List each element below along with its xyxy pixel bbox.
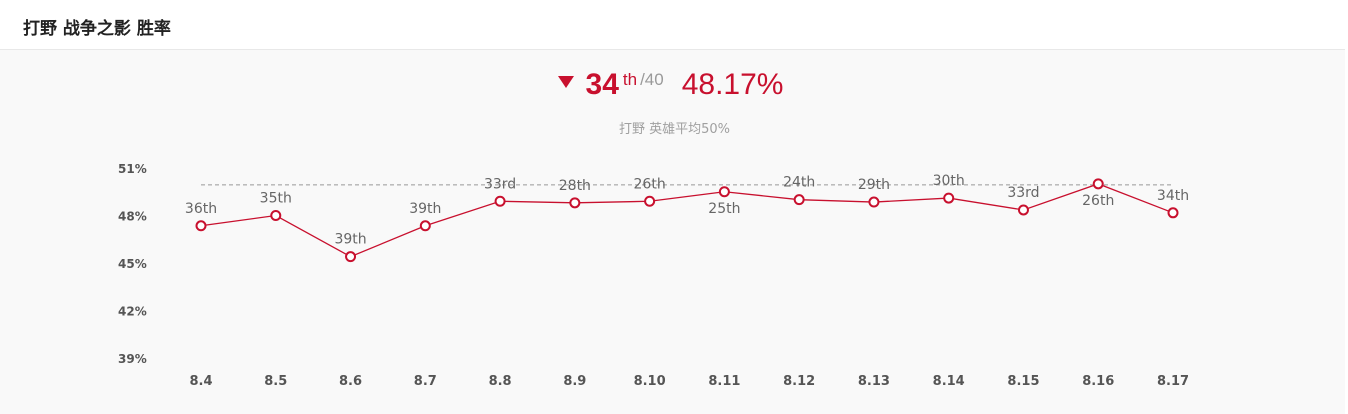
data-point — [793, 194, 805, 206]
data-point — [718, 186, 730, 198]
x-tick-label: 8.9 — [563, 374, 586, 389]
y-tick-label: 51% — [118, 162, 147, 176]
rank-data-label: 36th — [185, 201, 217, 217]
data-point — [270, 210, 282, 221]
trend-down-icon — [557, 76, 574, 88]
data-point — [943, 192, 955, 204]
x-tick-label: 8.8 — [489, 374, 512, 389]
rank-data-label: 39th — [409, 201, 441, 217]
x-tick-label: 8.12 — [783, 374, 815, 389]
average-note-text: 打野 英雄平均50% — [618, 122, 731, 137]
rank-data-label: 34th — [1157, 188, 1189, 204]
y-tick-label: 42% — [118, 305, 147, 319]
card-header: 打野 战争之影 胜率 — [0, 0, 1345, 50]
x-tick-label: 8.11 — [708, 374, 740, 389]
data-point — [1167, 207, 1179, 219]
x-tick-label: 8.6 — [339, 374, 362, 389]
x-tick-label: 8.13 — [858, 374, 890, 389]
rank-data-label: 30th — [933, 173, 965, 189]
data-point — [644, 195, 656, 207]
rank-data-label: 33rd — [1007, 185, 1039, 201]
card-title: 打野 战争之影 胜率 — [23, 19, 171, 39]
y-tick-label: 39% — [118, 352, 147, 366]
rank-total: /40 — [640, 70, 664, 89]
x-tick-label: 8.14 — [933, 374, 965, 389]
data-point — [1092, 178, 1104, 190]
rank-number: 34 — [585, 68, 619, 101]
rank-data-label: 35th — [260, 191, 292, 207]
x-tick-label: 8.17 — [1157, 374, 1189, 389]
data-point — [494, 195, 506, 207]
rank-data-label: 39th — [334, 232, 366, 248]
win-rate-value: 48.17% — [681, 68, 784, 101]
rank-data-label: 25th — [708, 201, 740, 217]
data-point — [419, 220, 431, 232]
x-tick-label: 8.15 — [1007, 374, 1039, 389]
data-point — [569, 197, 581, 209]
series-line — [200, 183, 1174, 258]
rank-suffix: th — [622, 70, 638, 89]
rank-data-label: 29th — [858, 177, 890, 193]
data-point — [868, 196, 880, 208]
x-tick-label: 8.4 — [189, 374, 212, 389]
x-tick-label: 8.16 — [1082, 374, 1114, 389]
rank-data-label: 26th — [634, 176, 666, 192]
data-point — [195, 220, 207, 232]
data-point — [1017, 204, 1029, 216]
rank-data-label: 33rd — [484, 176, 516, 192]
rank-data-label: 24th — [783, 175, 815, 191]
y-tick-label: 48% — [118, 210, 147, 224]
rank-data-label: 26th — [1082, 193, 1114, 209]
x-tick-label: 8.7 — [414, 374, 437, 389]
x-tick-label: 8.5 — [264, 374, 287, 389]
rank-data-label: 28th — [559, 178, 591, 194]
data-point — [345, 251, 357, 263]
y-tick-label: 45% — [118, 257, 147, 271]
x-tick-label: 8.10 — [634, 374, 666, 389]
average-note: 打野 英雄平均50% — [0, 118, 1345, 137]
